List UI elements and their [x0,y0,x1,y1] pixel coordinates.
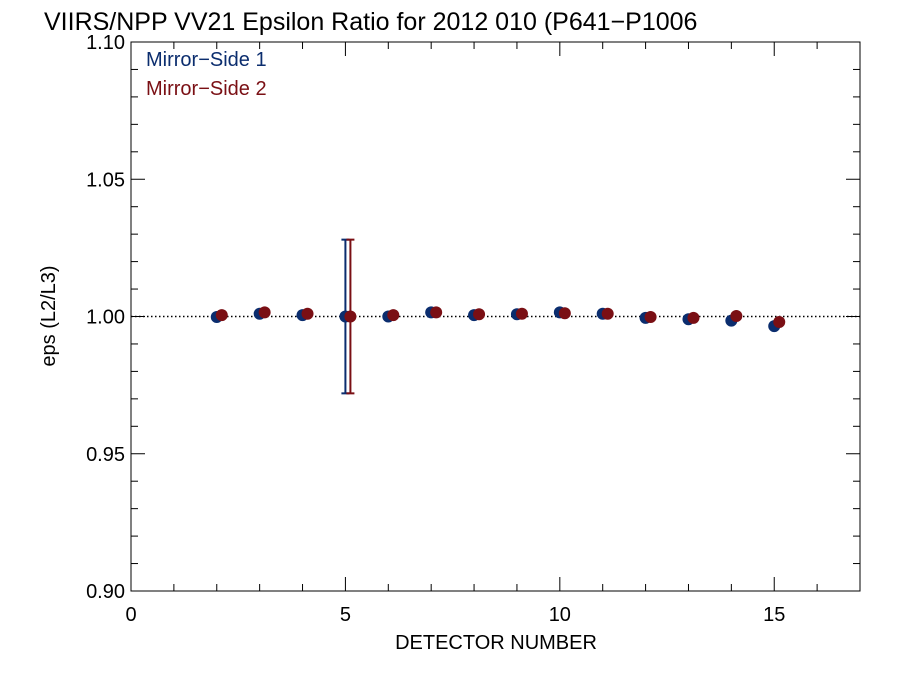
data-point-mirror-side-2 [344,310,357,323]
data-point-mirror-side-2 [730,309,743,322]
data-point-mirror-side-2 [558,307,571,320]
data-point-mirror-side-2 [215,309,228,322]
data-point-mirror-side-2 [515,307,528,320]
x-tick-label: 10 [549,604,571,626]
data-point-mirror-side-2 [687,311,700,324]
data-point-mirror-side-2 [473,308,486,321]
y-tick-label: 0.95 [86,444,125,466]
data-point-mirror-side-2 [387,309,400,322]
chart-title: VIIRS/NPP VV21 Epsilon Ratio for 2012 01… [44,8,697,36]
legend: Mirror−Side 1 Mirror−Side 2 [146,49,267,100]
y-tick-label: 1.10 [86,32,125,54]
y-tick-label: 0.90 [86,581,125,603]
legend-entry-mirror-side-1: Mirror−Side 1 [146,49,267,71]
tick-label-layer: 0 5 10 15 0.90 0.95 1.00 1.05 1.10 [86,32,785,626]
tick-layer [130,41,861,592]
y-axis-label: eps (L2/L3) [38,265,60,366]
x-axis-label: DETECTOR NUMBER [395,632,597,654]
y-tick-label: 1.00 [86,307,125,329]
data-point-mirror-side-2 [301,307,314,320]
data-point-mirror-side-2 [644,311,657,324]
point-layer [210,306,786,333]
x-tick-label: 15 [763,604,785,626]
data-point-mirror-side-2 [601,307,614,320]
y-tick-label: 1.05 [86,169,125,191]
data-point-mirror-side-2 [258,306,271,319]
x-tick-label: 5 [340,604,351,626]
legend-entry-mirror-side-2: Mirror−Side 2 [146,78,267,100]
data-point-mirror-side-2 [430,306,443,319]
x-tick-label: 0 [125,604,136,626]
data-point-mirror-side-2 [773,315,786,328]
